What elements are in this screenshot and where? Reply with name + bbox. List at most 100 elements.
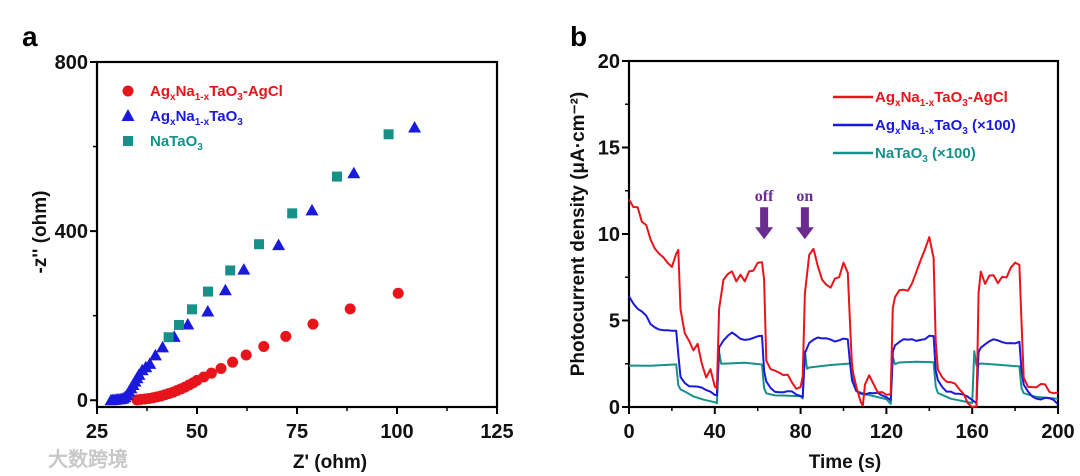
panel-label-a: a	[22, 21, 38, 52]
x-tick-label: 160	[956, 421, 989, 443]
nyquist-plot: 2550751001250400800Agx​Na1-x​TaO3​-AgClA…	[55, 52, 514, 443]
data-point-circle	[392, 287, 404, 299]
label-part: Na	[901, 117, 921, 134]
subscript: x	[895, 98, 901, 109]
data-point-triangle	[408, 121, 422, 133]
subscript: x	[170, 117, 176, 128]
watermark: 大数跨境	[48, 447, 128, 471]
data-point-square	[163, 332, 174, 343]
label-part: TaO	[934, 117, 962, 134]
subscript: 1-x	[920, 98, 935, 109]
legend-label: Agx​Na1-x​TaO3​-AgCl	[875, 89, 1008, 109]
subscript: x	[895, 126, 901, 137]
subscript: 3	[237, 117, 243, 128]
annotation-on: on	[796, 188, 813, 205]
data-point-circle	[258, 341, 270, 353]
y-tick-label: 0	[609, 397, 620, 419]
x-tick-label: 0	[623, 421, 634, 443]
series-line	[628, 350, 1059, 405]
data-point-triangle	[156, 340, 170, 353]
data-point-circle	[205, 367, 217, 379]
x-tick-label: 80	[789, 421, 811, 443]
data-point-circle	[344, 303, 356, 315]
legend-label: NaTaO3​ (×100)	[875, 145, 976, 165]
y-tick-label: 10	[598, 224, 620, 246]
y-tick-label: 5	[609, 311, 620, 333]
label-part: TaO	[934, 89, 962, 106]
series-square	[163, 129, 394, 343]
x-tick-label: 100	[380, 421, 413, 443]
y-tick-label: 800	[55, 52, 88, 74]
data-point-triangle	[218, 283, 232, 296]
data-point-triangle	[272, 238, 286, 251]
label-part: NaTaO	[150, 133, 198, 150]
label-part: TaO	[209, 83, 237, 100]
arrow-down-icon	[795, 207, 814, 240]
data-point-triangle	[148, 348, 162, 361]
legend-marker-triangle	[121, 109, 135, 121]
data-point-circle	[280, 330, 292, 342]
data-point-triangle	[181, 318, 195, 330]
arrow-down-icon	[755, 207, 774, 240]
legend-marker-circle	[122, 85, 134, 97]
y-tick-label: 20	[598, 51, 620, 73]
label-part: -AgCl	[968, 89, 1008, 106]
series-triangle	[104, 121, 422, 406]
subscript: 1-x	[195, 92, 210, 103]
data-point-circle	[227, 356, 239, 368]
y-tick-label: 15	[598, 138, 620, 160]
x-tick-label: 40	[704, 421, 726, 443]
label-part: Na	[901, 89, 921, 106]
data-point-square	[254, 239, 264, 250]
data-point-square	[174, 319, 184, 330]
subscript: x	[170, 92, 176, 103]
legend-label: NaTaO3​	[150, 133, 203, 153]
subscript: 3	[197, 142, 203, 153]
label-part: (×100)	[968, 117, 1016, 134]
data-point-square	[203, 286, 213, 297]
series-line	[628, 198, 1059, 408]
subscript: 1-x	[195, 117, 210, 128]
data-point-square	[187, 304, 197, 315]
subscript: 3	[962, 126, 968, 137]
annotation-off: off	[755, 188, 774, 205]
data-point-square	[287, 208, 298, 219]
data-point-triangle	[347, 166, 361, 179]
label-part: NaTaO	[875, 145, 923, 162]
y-axis-label-a: -z'' (ohm)	[30, 191, 51, 274]
series-line	[628, 295, 1059, 406]
data-point-square	[332, 171, 342, 182]
label-part: Na	[176, 108, 196, 125]
legend-label: Agx​Na1-x​TaO3​	[150, 108, 243, 128]
data-point-circle	[240, 349, 252, 361]
y-axis-label-b: Photocurrent density (μA·cm⁻²)	[568, 92, 589, 377]
subscript: 3	[922, 154, 928, 165]
label-part: Ag	[150, 83, 170, 100]
x-axis-label-a: Z' (ohm)	[293, 452, 367, 473]
x-tick-label: 25	[86, 421, 108, 443]
data-point-triangle	[237, 263, 251, 275]
label-part: Ag	[150, 108, 170, 125]
subscript: 3	[962, 98, 968, 109]
label-part: Na	[176, 83, 196, 100]
label-part: Ag	[875, 89, 895, 106]
data-point-triangle	[143, 357, 157, 369]
x-axis-label-b: Time (s)	[809, 452, 882, 473]
data-point-square	[225, 265, 236, 276]
x-tick-label: 120	[870, 421, 903, 443]
data-point-square	[383, 129, 394, 140]
data-point-circle	[307, 318, 319, 330]
plot-frame	[627, 59, 1060, 409]
subscript: 1-x	[920, 126, 935, 137]
legend-label: Agx​Na1-x​TaO3​-AgCl	[150, 83, 283, 103]
label-part: -AgCl	[243, 83, 283, 100]
data-point-circle	[215, 363, 227, 375]
x-tick-label: 75	[286, 421, 308, 443]
label-part: TaO	[209, 108, 237, 125]
data-point-triangle	[305, 203, 319, 216]
y-tick-label: 0	[77, 390, 88, 412]
subscript: 3	[237, 92, 243, 103]
legend-label: Agx​Na1-x​TaO3​ (×100)	[875, 117, 1016, 137]
legend-marker-square	[123, 136, 133, 146]
